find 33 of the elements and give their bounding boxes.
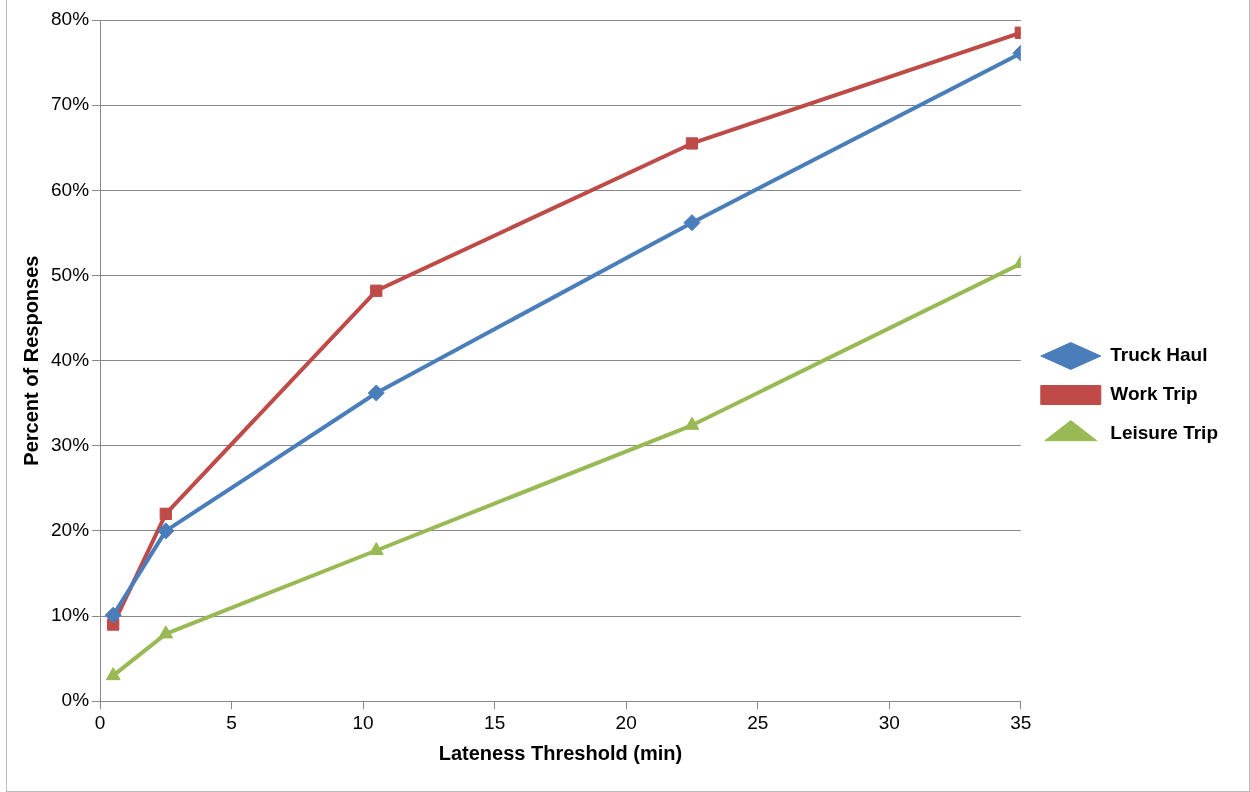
x-tick-label: 30	[878, 711, 900, 733]
x-tick-label: 20	[615, 711, 637, 733]
y-tick-label: 60%	[51, 178, 90, 200]
point	[683, 214, 701, 232]
point	[104, 606, 122, 624]
y-tick-label: 20%	[51, 519, 90, 541]
point	[368, 541, 384, 555]
x-tick-label: 0	[94, 711, 106, 733]
legend-label: Truck Haul	[1110, 344, 1208, 366]
point	[105, 667, 121, 681]
point	[159, 507, 172, 521]
y-axis-title: Percent of Responses	[19, 255, 42, 466]
y-tick-label: 10%	[51, 604, 90, 626]
y-tick-label: 80%	[51, 8, 90, 30]
y-tick-label: 0%	[61, 689, 90, 711]
point	[685, 137, 699, 150]
y-tick-label: 70%	[51, 93, 90, 115]
point	[158, 625, 174, 639]
point	[367, 384, 385, 402]
x-tick-label: 35	[1010, 711, 1032, 733]
point	[370, 284, 383, 297]
x-tick-label: 15	[484, 711, 506, 733]
point	[157, 522, 175, 540]
x-tick-label: 25	[747, 711, 769, 733]
x-tick-label: 5	[226, 711, 237, 733]
point	[684, 416, 700, 430]
legend-label: Work Trip	[1110, 383, 1198, 405]
y-tick-label: 40%	[51, 348, 90, 370]
y-tick-label: 50%	[51, 263, 90, 285]
x-tick-label: 10	[352, 711, 374, 733]
y-tick-label: 30%	[51, 433, 90, 455]
legend-label: Leisure Trip	[1110, 422, 1218, 444]
x-axis-title: Lateness Threshold (min)	[438, 741, 683, 764]
